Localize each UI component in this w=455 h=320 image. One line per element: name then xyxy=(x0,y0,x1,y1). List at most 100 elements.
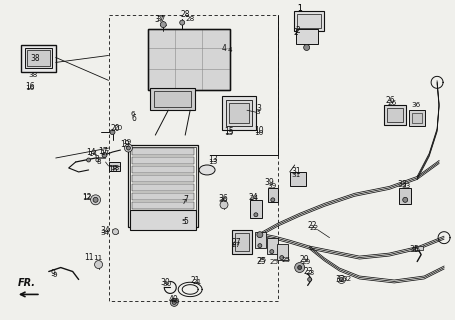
Text: FR.: FR. xyxy=(18,278,36,288)
Bar xyxy=(384,105,406,125)
Text: 25: 25 xyxy=(257,257,267,266)
Text: 39: 39 xyxy=(268,183,277,189)
Bar xyxy=(232,230,252,253)
Bar xyxy=(412,113,422,123)
Text: 26: 26 xyxy=(387,100,397,106)
Bar xyxy=(148,28,230,90)
Text: 6: 6 xyxy=(131,114,136,123)
Text: 16: 16 xyxy=(25,82,35,91)
Text: 40: 40 xyxy=(170,298,180,304)
Text: 12: 12 xyxy=(83,194,92,200)
Circle shape xyxy=(93,197,98,202)
Text: 1: 1 xyxy=(298,4,303,13)
Text: 29: 29 xyxy=(302,259,311,265)
Text: 32: 32 xyxy=(343,276,352,283)
Bar xyxy=(132,166,194,173)
Circle shape xyxy=(180,20,185,25)
Text: 22: 22 xyxy=(308,221,317,230)
Text: 37: 37 xyxy=(157,16,166,22)
Text: 36: 36 xyxy=(411,102,420,108)
Text: 4: 4 xyxy=(228,47,233,53)
Bar xyxy=(399,188,411,204)
Bar xyxy=(268,188,278,202)
Circle shape xyxy=(160,22,166,28)
Circle shape xyxy=(86,158,91,162)
Circle shape xyxy=(102,153,107,157)
Text: 13: 13 xyxy=(208,159,217,165)
Bar xyxy=(387,108,403,122)
Text: 2: 2 xyxy=(296,26,300,35)
Circle shape xyxy=(254,213,258,217)
Text: 34: 34 xyxy=(101,230,110,236)
Text: 27: 27 xyxy=(232,238,242,247)
Bar xyxy=(25,49,52,68)
Bar xyxy=(267,238,278,253)
Text: 28: 28 xyxy=(185,16,194,22)
Text: 14: 14 xyxy=(89,151,98,157)
Text: 21: 21 xyxy=(192,279,202,285)
Text: 22: 22 xyxy=(310,225,319,231)
Text: 4: 4 xyxy=(222,44,227,53)
Circle shape xyxy=(308,277,312,282)
Circle shape xyxy=(112,229,118,235)
Text: 3: 3 xyxy=(256,109,261,115)
Text: 18: 18 xyxy=(109,165,118,174)
Text: 7: 7 xyxy=(181,199,186,205)
Bar xyxy=(27,51,50,67)
Bar xyxy=(132,184,194,191)
Text: 26: 26 xyxy=(385,96,395,105)
Text: 12: 12 xyxy=(83,193,92,202)
Text: 38: 38 xyxy=(29,72,38,78)
Circle shape xyxy=(172,300,176,304)
Circle shape xyxy=(95,260,102,268)
Bar xyxy=(296,28,318,44)
Circle shape xyxy=(270,250,274,253)
Bar xyxy=(154,91,191,107)
Text: 30: 30 xyxy=(162,282,172,287)
Text: 14: 14 xyxy=(86,148,96,156)
Bar xyxy=(132,193,194,200)
Bar xyxy=(21,44,56,72)
Text: 36: 36 xyxy=(218,197,228,203)
Bar xyxy=(222,96,256,130)
Text: 11: 11 xyxy=(94,255,103,260)
Text: 27: 27 xyxy=(232,242,241,248)
Bar xyxy=(132,202,194,209)
Bar xyxy=(277,244,288,260)
Text: 19: 19 xyxy=(121,140,130,148)
Text: 20: 20 xyxy=(113,125,123,131)
Bar xyxy=(148,28,230,90)
Circle shape xyxy=(339,277,344,282)
Ellipse shape xyxy=(199,165,215,175)
Circle shape xyxy=(110,130,115,135)
Text: 21: 21 xyxy=(190,276,200,285)
Text: 28: 28 xyxy=(180,10,190,19)
Circle shape xyxy=(125,144,132,152)
Text: 16: 16 xyxy=(25,85,34,91)
Bar xyxy=(415,246,423,250)
Bar xyxy=(132,157,194,164)
Circle shape xyxy=(257,232,263,238)
Text: 23: 23 xyxy=(303,267,313,276)
Text: 25: 25 xyxy=(270,259,279,265)
Bar xyxy=(229,103,249,123)
Text: 6: 6 xyxy=(131,111,135,117)
Circle shape xyxy=(298,266,302,269)
Text: 15: 15 xyxy=(224,130,233,136)
Text: 19: 19 xyxy=(122,139,131,145)
Text: 36: 36 xyxy=(218,194,228,203)
Bar xyxy=(109,162,121,171)
Text: 23: 23 xyxy=(306,269,315,276)
Bar xyxy=(250,200,262,218)
Text: 9: 9 xyxy=(51,269,56,278)
Text: 29: 29 xyxy=(300,255,309,264)
Text: 8: 8 xyxy=(95,156,99,164)
Text: 10: 10 xyxy=(254,126,263,135)
Text: 17: 17 xyxy=(99,147,108,156)
Bar xyxy=(226,100,252,126)
Text: 40: 40 xyxy=(168,295,178,304)
Circle shape xyxy=(271,198,275,202)
Bar xyxy=(294,11,324,31)
Text: 20: 20 xyxy=(111,124,120,132)
Text: 24: 24 xyxy=(249,193,258,202)
